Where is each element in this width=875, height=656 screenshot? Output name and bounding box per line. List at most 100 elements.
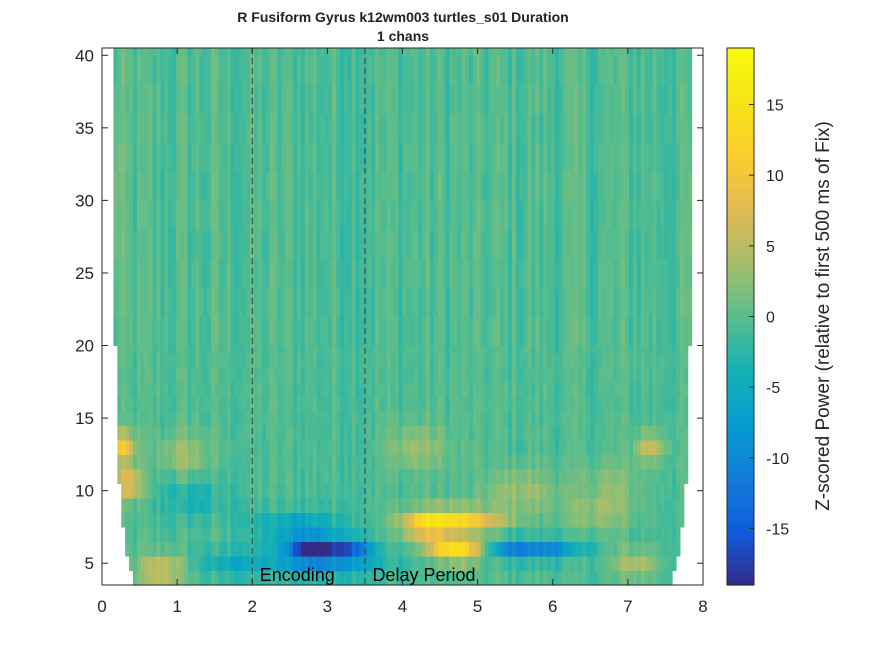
heatmap-cell <box>586 113 591 143</box>
heatmap-cell <box>519 570 525 586</box>
heatmap-cell <box>523 410 529 426</box>
heatmap-cell <box>203 555 208 572</box>
heatmap-cell <box>687 316 693 347</box>
heatmap-cell <box>144 352 150 368</box>
heatmap-cell <box>418 113 423 143</box>
heatmap-cell <box>293 48 298 56</box>
heatmap-cell <box>527 570 533 586</box>
heatmap-cell <box>246 171 251 201</box>
heatmap-cell <box>152 367 157 383</box>
heatmap-cell <box>519 55 525 85</box>
heatmap-cell <box>500 84 505 114</box>
heatmap-cell <box>211 55 216 85</box>
heatmap-cell <box>593 483 599 499</box>
heatmap-cell <box>297 497 302 514</box>
heatmap-cell <box>261 468 267 484</box>
heatmap-cell <box>246 454 251 470</box>
colorbar-swatch <box>727 227 754 233</box>
heatmap-cell <box>234 200 240 231</box>
heatmap-cell <box>312 287 318 318</box>
heatmap-cell <box>535 258 540 289</box>
heatmap-cell <box>129 48 134 56</box>
heatmap-cell <box>179 84 185 114</box>
heatmap-cell <box>402 526 408 543</box>
heatmap-cell <box>347 55 353 85</box>
heatmap-cell <box>312 483 318 499</box>
heatmap-cell <box>519 425 525 441</box>
heatmap-cell <box>574 171 579 201</box>
heatmap-cell <box>640 570 646 586</box>
heatmap-cell <box>359 142 365 172</box>
heatmap-cell <box>515 287 521 318</box>
heatmap-cell <box>433 287 439 318</box>
heatmap-cell <box>332 555 337 572</box>
heatmap-cell <box>207 48 212 56</box>
heatmap-cell <box>390 468 396 484</box>
heatmap-cell <box>418 258 423 289</box>
heatmap-cell <box>558 171 564 201</box>
heatmap-cell <box>132 497 138 514</box>
heatmap-cell <box>308 570 314 586</box>
heatmap-cell <box>242 512 247 528</box>
heatmap-cell <box>289 497 294 514</box>
heatmap-cell <box>398 425 404 441</box>
heatmap-cell <box>500 512 505 528</box>
y-tick-label: 30 <box>75 191 94 210</box>
heatmap-cell <box>554 48 560 56</box>
heatmap-cell <box>531 316 536 347</box>
heatmap-cell <box>179 526 185 543</box>
heatmap-cell <box>636 367 642 383</box>
heatmap-cell <box>129 352 134 368</box>
heatmap-cell <box>625 229 630 260</box>
colorbar-swatch <box>727 508 754 514</box>
heatmap-cell <box>136 142 142 172</box>
heatmap-cell <box>187 142 193 172</box>
heatmap-cell <box>437 410 443 426</box>
heatmap-cell <box>476 352 482 368</box>
heatmap-cell <box>504 468 509 484</box>
heatmap-cell <box>613 287 618 318</box>
heatmap-cell <box>597 367 603 383</box>
heatmap-cell <box>488 541 493 557</box>
heatmap-cell <box>343 367 349 383</box>
heatmap-cell <box>418 468 423 484</box>
heatmap-cell <box>410 229 415 260</box>
heatmap-cell <box>597 84 603 114</box>
heatmap-cell <box>531 439 536 455</box>
heatmap-cell <box>547 287 552 318</box>
heatmap-cell <box>351 171 357 201</box>
heatmap-cell <box>597 483 603 499</box>
heatmap-cell <box>468 48 474 56</box>
heatmap-cell <box>261 84 267 114</box>
heatmap-cell <box>394 48 400 56</box>
heatmap-cell <box>457 526 462 543</box>
heatmap-cell <box>480 468 486 484</box>
heatmap-cell <box>168 396 173 412</box>
heatmap-cell <box>168 287 173 318</box>
heatmap-cell <box>672 48 677 56</box>
heatmap-cell <box>246 367 251 383</box>
heatmap-cell <box>390 410 396 426</box>
heatmap-cell <box>132 367 138 383</box>
heatmap-cell <box>363 454 368 470</box>
heatmap-cell <box>507 200 513 231</box>
heatmap-cell <box>371 454 376 470</box>
heatmap-cell <box>316 555 322 572</box>
heatmap-cell <box>199 229 204 260</box>
heatmap-cell <box>406 497 411 514</box>
heatmap-cell <box>523 229 529 260</box>
heatmap-cell <box>187 526 193 543</box>
heatmap-cell <box>187 381 193 397</box>
heatmap-cell <box>332 526 337 543</box>
heatmap-cell <box>445 483 450 499</box>
heatmap-cell <box>117 55 122 85</box>
heatmap-cell <box>297 84 302 114</box>
heatmap-cell <box>613 468 618 484</box>
heatmap-cell <box>410 570 415 586</box>
heatmap-cell <box>347 229 353 260</box>
heatmap-cell <box>265 200 271 231</box>
heatmap-cell <box>539 316 544 347</box>
heatmap-cell <box>113 258 118 289</box>
heatmap-cell <box>601 84 607 114</box>
heatmap-cell <box>593 287 599 318</box>
